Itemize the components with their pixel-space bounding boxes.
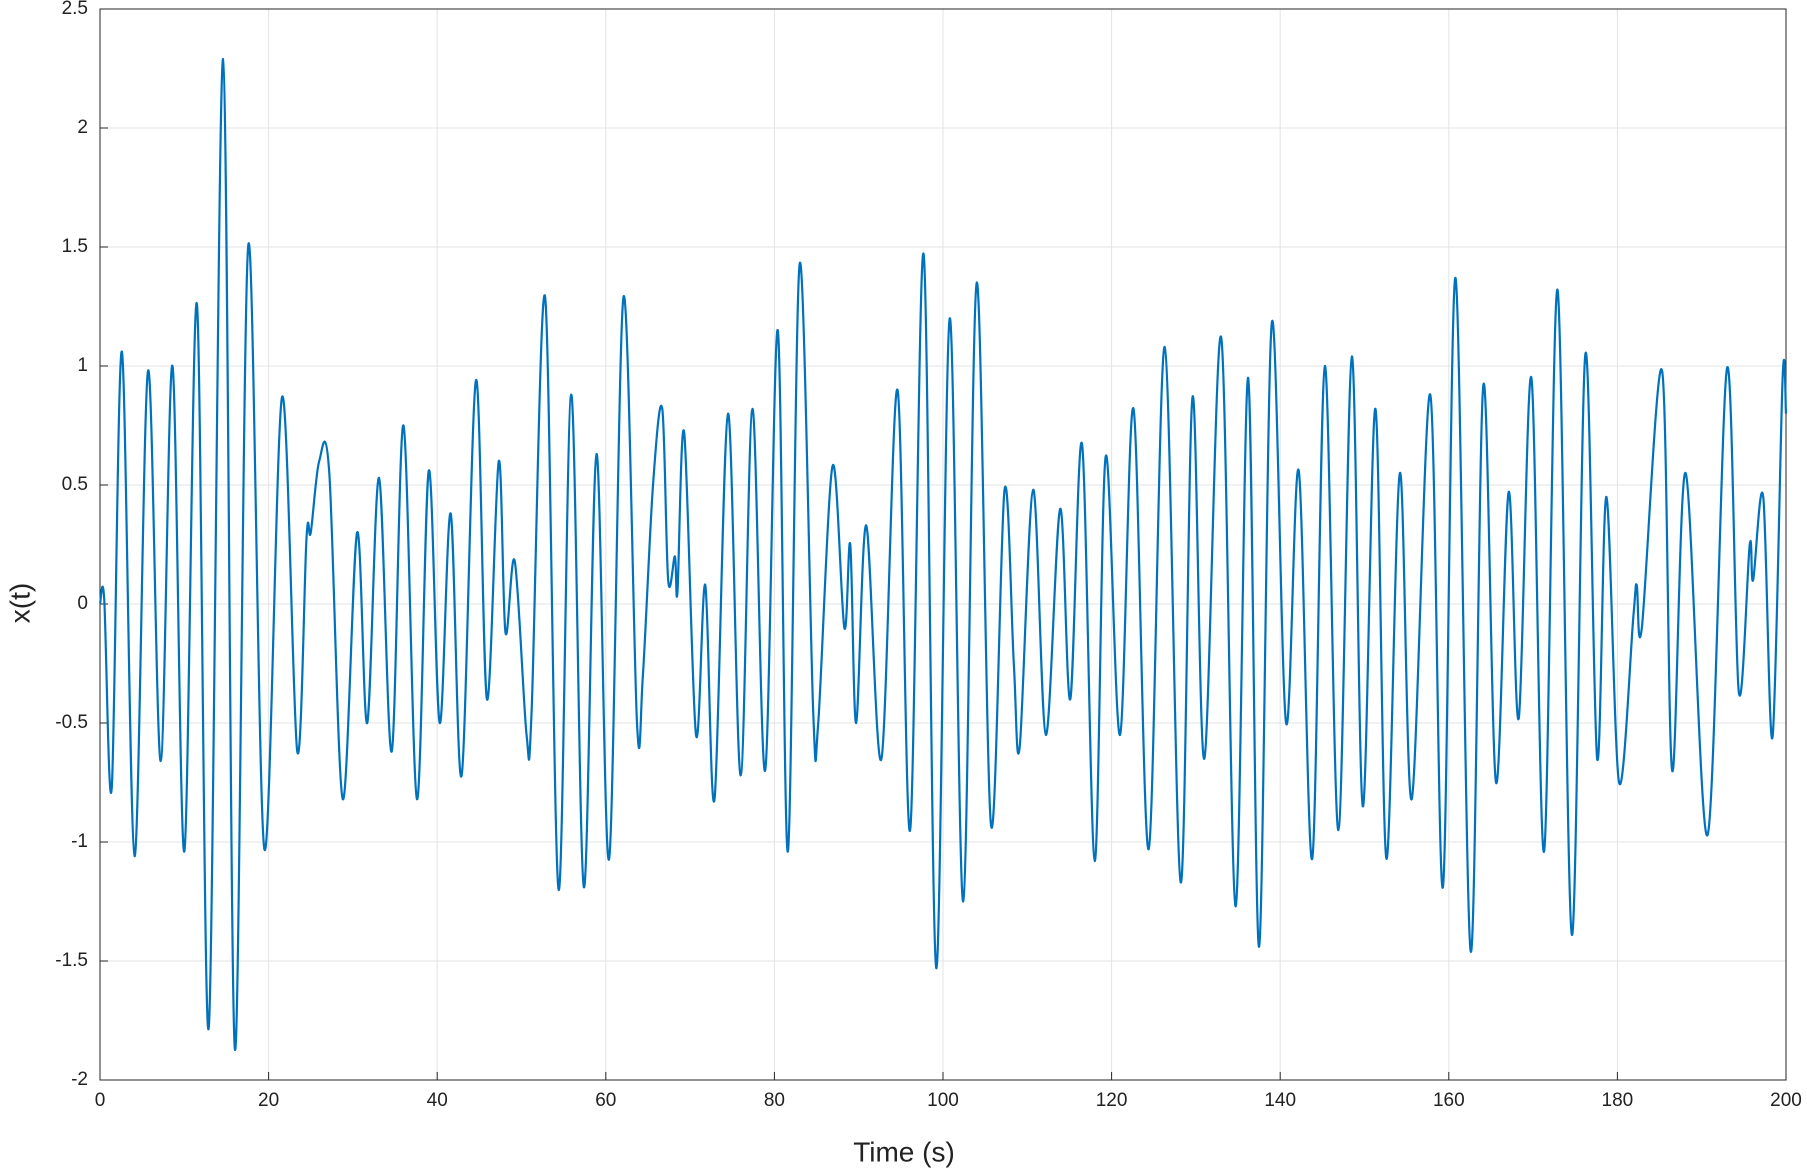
y-tick-label: 0 [77, 593, 88, 614]
y-tick-label: 2.5 [62, 0, 88, 19]
y-tick-label: 0.5 [62, 474, 88, 495]
x-tick-label: 200 [1770, 1090, 1802, 1111]
x-tick-label: 140 [1264, 1090, 1296, 1111]
x-tick-label: 180 [1602, 1090, 1634, 1111]
x-tick-label: 120 [1096, 1090, 1128, 1111]
y-tick-label: -1.5 [55, 950, 88, 971]
x-axis-label: Time (s) [853, 1136, 955, 1167]
x-tick-label: 0 [95, 1090, 106, 1111]
x-tick-label: 40 [427, 1090, 448, 1111]
y-tick-label: -0.5 [55, 712, 88, 733]
y-tick-label: 1.5 [62, 236, 88, 257]
x-tick-label: 60 [595, 1090, 616, 1111]
y-tick-label: 2 [77, 117, 88, 138]
x-tick-label: 160 [1433, 1090, 1465, 1111]
y-tick-label: -2 [71, 1069, 88, 1090]
x-tick-label: 80 [764, 1090, 785, 1111]
y-tick-label: 1 [77, 355, 88, 376]
plot-frame [99, 8, 1787, 1081]
x-tick-label: 100 [927, 1090, 959, 1111]
data-line [98, 57, 1788, 1051]
x-tick-label: 20 [258, 1090, 279, 1111]
y-axis-label: x(t) [4, 583, 35, 623]
y-tick-label: -1 [71, 831, 88, 852]
